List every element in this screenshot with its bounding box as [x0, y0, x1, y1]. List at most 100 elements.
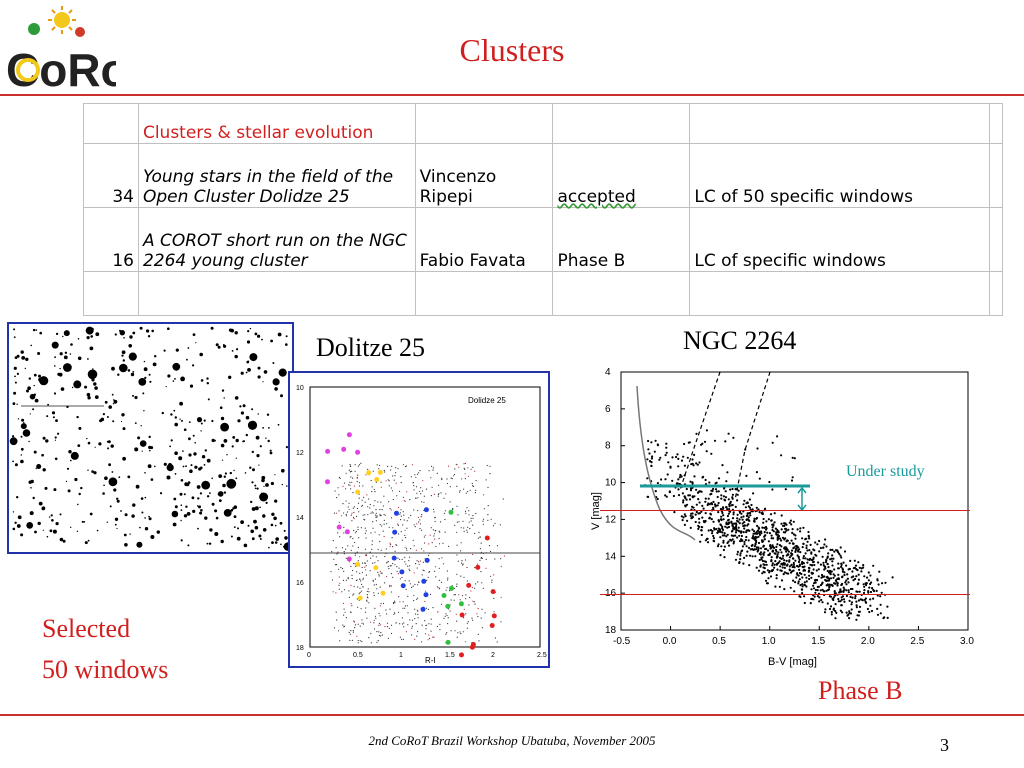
field-star-point: [387, 565, 389, 568]
field-star-point: [418, 563, 420, 565]
field-star-point: [440, 581, 443, 583]
field-star-point: [421, 514, 423, 516]
field-star-point: [380, 486, 382, 488]
field-star-point: [421, 490, 424, 492]
star-point: [206, 382, 209, 385]
star-point: [223, 475, 226, 478]
field-star-point: [464, 510, 467, 512]
star-point: [827, 566, 830, 569]
field-star-point: [371, 490, 373, 493]
star-point: [847, 591, 850, 594]
field-star-point: [338, 584, 340, 586]
star-point: [791, 557, 795, 560]
ngc-y-tick: 8: [605, 441, 611, 452]
star-point: [810, 597, 813, 601]
field-star-point: [360, 608, 362, 610]
field-star-point: [437, 611, 439, 613]
star-point: [763, 571, 766, 574]
star-point: [180, 479, 184, 482]
star-point: [674, 455, 678, 459]
star-point: [710, 518, 713, 521]
field-star-point: [493, 574, 495, 576]
field-star-point: [416, 598, 418, 600]
star-point: [850, 608, 853, 611]
field-star-point: [459, 631, 461, 633]
field-star-point: [415, 486, 418, 488]
field-star-point: [354, 627, 356, 629]
star-point: [124, 543, 128, 547]
star-point: [706, 541, 710, 544]
member-star-point: [392, 529, 398, 535]
field-star-point: [460, 527, 462, 529]
field-star-point: [378, 634, 381, 636]
field-star-point: [395, 467, 397, 469]
star-point: [132, 503, 136, 507]
field-star-point: [374, 578, 376, 580]
field-star-point: [362, 586, 364, 588]
star-point: [814, 541, 817, 544]
star-point: [243, 543, 248, 548]
star-point: [771, 550, 774, 553]
field-star-point: [423, 536, 425, 538]
star-point: [59, 352, 63, 356]
star-point: [823, 543, 826, 546]
field-star-point: [399, 512, 401, 514]
star-point: [664, 494, 667, 497]
star-point: [728, 521, 731, 524]
dolidze-cmd-chart: Dolidze 25 R-I 0 0.5 1 1.5 2 2.5 10 12 14 16 18: [288, 371, 550, 668]
star-point: [12, 511, 15, 513]
field-star-point: [337, 532, 339, 534]
field-star-point: [472, 517, 474, 519]
star-point: [127, 369, 131, 372]
star-point: [682, 516, 685, 519]
field-star-point: [461, 595, 464, 597]
star-point: [788, 542, 791, 545]
star-point: [189, 469, 193, 473]
star-point: [236, 348, 239, 351]
star-point: [797, 574, 800, 577]
star-point: [734, 534, 737, 537]
field-star-point: [419, 523, 421, 525]
star-point: [787, 550, 790, 553]
star-point: [249, 466, 252, 469]
field-star-point: [404, 465, 406, 468]
field-star-point: [400, 509, 402, 511]
star-point: [678, 476, 681, 479]
star-point: [753, 545, 756, 548]
star-point: [229, 471, 232, 475]
star-point: [731, 524, 734, 527]
field-star-point: [340, 566, 342, 569]
field-star-point: [404, 529, 406, 531]
star-point: [879, 612, 882, 615]
field-star-point: [349, 536, 351, 538]
field-star-point: [342, 512, 345, 514]
star-point: [123, 337, 125, 339]
star-point: [702, 507, 705, 510]
field-star-point: [461, 562, 463, 564]
star-point: [240, 411, 244, 415]
field-star-point: [345, 548, 347, 550]
field-star-point: [378, 574, 380, 576]
ngc-x-tick: -0.5: [613, 636, 631, 647]
star-point: [745, 545, 748, 548]
star-point: [836, 577, 839, 581]
table-header-row: Clusters & stellar evolution: [83, 103, 1004, 144]
star-point: [832, 598, 835, 602]
field-star-point: [459, 490, 461, 492]
star-point: [727, 498, 730, 501]
star-point: [740, 534, 743, 538]
star-point: [174, 422, 178, 427]
star-point: [16, 524, 21, 528]
field-star-point: [472, 515, 474, 517]
star-point: [186, 512, 191, 516]
star-point: [108, 405, 112, 409]
star-point: [214, 509, 218, 513]
star-point: [686, 519, 689, 522]
star-point: [52, 529, 57, 534]
star-point: [759, 547, 763, 550]
star-point: [700, 533, 703, 537]
star-point: [32, 496, 35, 500]
slide-title: Clusters: [459, 32, 565, 68]
field-star-point: [394, 600, 396, 602]
star-point: [71, 386, 74, 389]
